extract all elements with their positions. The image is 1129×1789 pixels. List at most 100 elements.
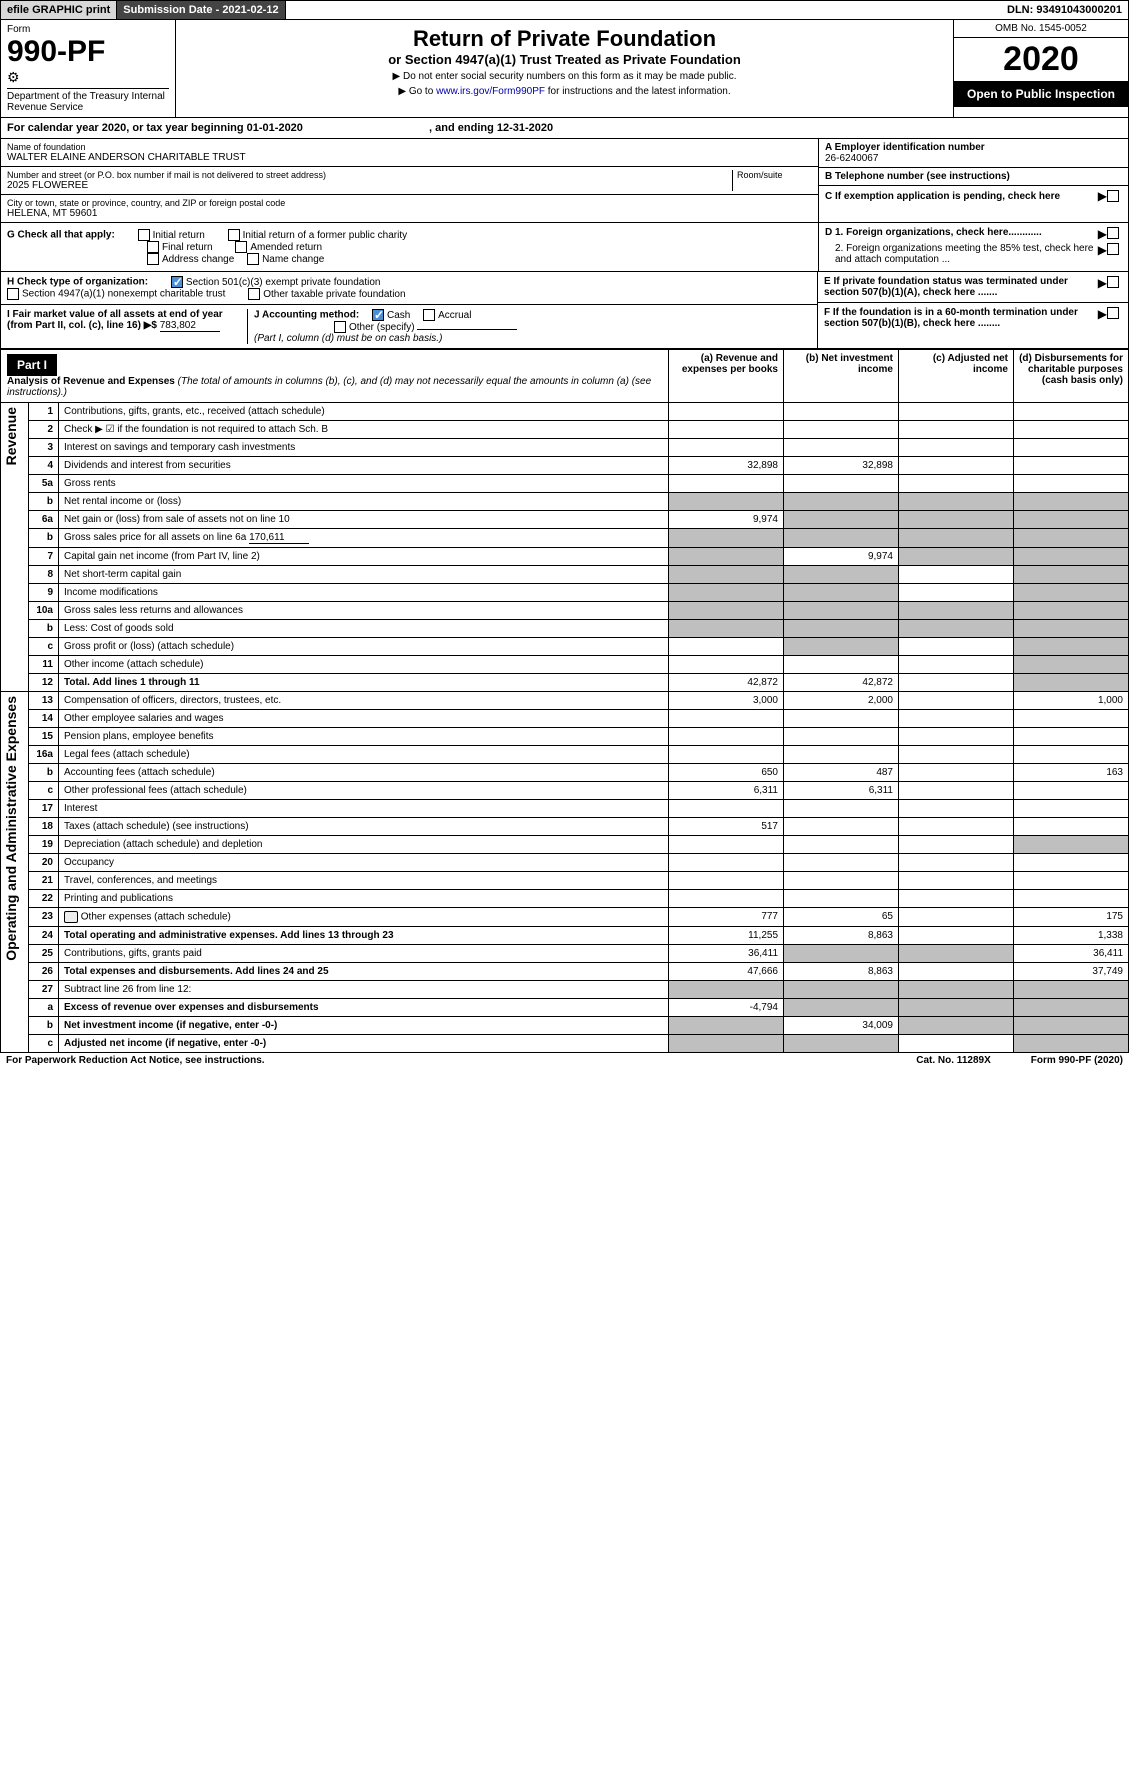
table-row: 4Dividends and interest from securities3… (1, 457, 1129, 475)
cb-4947[interactable] (7, 288, 19, 300)
attach-icon[interactable] (64, 911, 78, 923)
f-label: F If the foundation is in a 60-month ter… (824, 307, 1098, 329)
cell (669, 981, 784, 999)
cell (1014, 854, 1129, 872)
line-desc: Gross sales price for all assets on line… (59, 529, 669, 548)
cb-d2[interactable] (1107, 243, 1119, 255)
cb-final[interactable] (147, 241, 159, 253)
line-num: 25 (29, 945, 59, 963)
cb-name-change[interactable] (247, 253, 259, 265)
cell (1014, 439, 1129, 457)
c-checkbox[interactable] (1107, 190, 1119, 202)
cell (899, 800, 1014, 818)
cell (1014, 638, 1129, 656)
efile-badge[interactable]: efile GRAPHIC print (1, 1, 117, 19)
line-num: 8 (29, 566, 59, 584)
line-num: 16a (29, 746, 59, 764)
cell (784, 475, 899, 493)
cell (1014, 529, 1129, 548)
d2: 2. Foreign organizations meeting the 85%… (825, 243, 1098, 265)
submission-date: Submission Date - 2021-02-12 (117, 1, 285, 19)
cell (669, 421, 784, 439)
line-desc: Gross sales less returns and allowances (59, 602, 669, 620)
cell (899, 548, 1014, 566)
line-num: 19 (29, 836, 59, 854)
table-row: cAdjusted net income (if negative, enter… (1, 1035, 1129, 1053)
line-desc: Other professional fees (attach schedule… (59, 782, 669, 800)
cb-accrual[interactable] (423, 309, 435, 321)
table-row: cGross profit or (loss) (attach schedule… (1, 638, 1129, 656)
line-desc: Income modifications (59, 584, 669, 602)
cell: 8,863 (784, 927, 899, 945)
cb-e[interactable] (1107, 276, 1119, 288)
cell (1014, 890, 1129, 908)
table-row: 15Pension plans, employee benefits (1, 728, 1129, 746)
cb-initial[interactable] (138, 229, 150, 241)
line-desc: Net gain or (loss) from sale of assets n… (59, 511, 669, 529)
cell (669, 638, 784, 656)
table-row: 24Total operating and administrative exp… (1, 927, 1129, 945)
table-row: bNet investment income (if negative, ent… (1, 1017, 1129, 1035)
j-label: J Accounting method: (254, 310, 359, 321)
table-row: bLess: Cost of goods sold (1, 620, 1129, 638)
cell (899, 692, 1014, 710)
cell (784, 872, 899, 890)
cell: 175 (1014, 908, 1129, 927)
tax-year: 2020 (954, 38, 1128, 81)
cell (669, 548, 784, 566)
cb-d1[interactable] (1107, 227, 1119, 239)
h-label: H Check type of organization: (7, 277, 148, 288)
foundation-name: WALTER ELAINE ANDERSON CHARITABLE TRUST (7, 152, 812, 163)
cell: 9,974 (669, 511, 784, 529)
table-row: bAccounting fees (attach schedule)650487… (1, 764, 1129, 782)
cell (784, 728, 899, 746)
cb-f[interactable] (1107, 307, 1119, 319)
cell (899, 728, 1014, 746)
cell (669, 854, 784, 872)
cell (784, 890, 899, 908)
cell (784, 620, 899, 638)
cb-other-tax[interactable] (248, 288, 260, 300)
irs-link[interactable]: www.irs.gov/Form990PF (436, 86, 545, 97)
line-num: 10a (29, 602, 59, 620)
cell (899, 475, 1014, 493)
cb-amended[interactable] (235, 241, 247, 253)
cell (899, 674, 1014, 692)
city: HELENA, MT 59601 (7, 208, 812, 219)
cell (1014, 1017, 1129, 1035)
cell (784, 854, 899, 872)
cb-initial-former[interactable] (228, 229, 240, 241)
c-label: C If exemption application is pending, c… (825, 191, 1098, 202)
cell (669, 800, 784, 818)
line-num: c (29, 782, 59, 800)
line-desc: Check ▶ ☑ if the foundation is not requi… (59, 421, 669, 439)
cell (899, 638, 1014, 656)
cell (784, 1035, 899, 1053)
table-row: 17Interest (1, 800, 1129, 818)
cell (669, 566, 784, 584)
cell: 42,872 (669, 674, 784, 692)
cell (784, 584, 899, 602)
table-row: 25Contributions, gifts, grants paid36,41… (1, 945, 1129, 963)
col-a: (a) Revenue and expenses per books (669, 350, 784, 403)
cell: 42,872 (784, 674, 899, 692)
cell (1014, 999, 1129, 1017)
cell: 650 (669, 764, 784, 782)
cell (669, 584, 784, 602)
cell (1014, 511, 1129, 529)
section-label: Revenue (1, 403, 21, 469)
cell (1014, 566, 1129, 584)
cell (1014, 421, 1129, 439)
info-block: Name of foundation WALTER ELAINE ANDERSO… (0, 139, 1129, 223)
cb-other-acct[interactable] (334, 321, 346, 333)
col-b: (b) Net investment income (784, 350, 899, 403)
line-num: 21 (29, 872, 59, 890)
line-num: b (29, 764, 59, 782)
cb-cash[interactable] (372, 309, 384, 321)
table-row: 7Capital gain net income (from Part IV, … (1, 548, 1129, 566)
cb-501c3[interactable] (171, 276, 183, 288)
cb-addr-change[interactable] (147, 253, 159, 265)
line-num: 14 (29, 710, 59, 728)
table-row: bNet rental income or (loss) (1, 493, 1129, 511)
line-desc: Depreciation (attach schedule) and deple… (59, 836, 669, 854)
